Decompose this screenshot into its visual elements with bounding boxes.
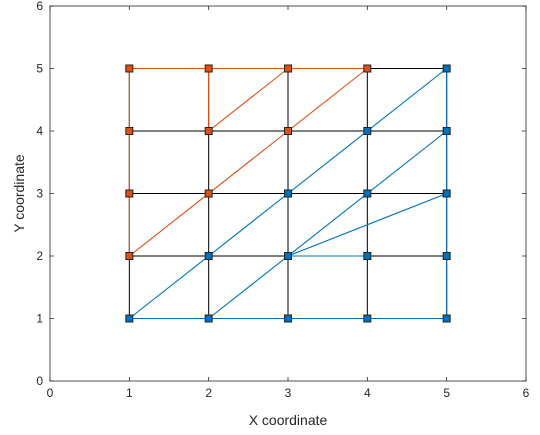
data-point-orange bbox=[125, 252, 134, 260]
x-tick-label: 3 bbox=[285, 386, 292, 400]
y-tick-label: 4 bbox=[36, 124, 43, 138]
data-point-blue bbox=[284, 314, 292, 323]
data-point-blue bbox=[442, 252, 451, 260]
data-point-blue bbox=[284, 189, 292, 198]
y-tick-label: 2 bbox=[36, 249, 43, 263]
axes-layer: 0 1 2 3 4 5 6 0 1 2 3 4 5 6 bbox=[36, 0, 529, 400]
series-segment-orange bbox=[208, 68, 289, 132]
data-point-orange bbox=[284, 127, 292, 135]
x-tick-label: 1 bbox=[126, 386, 133, 400]
series-segment-blue bbox=[208, 130, 448, 319]
y-tick-label: 0 bbox=[36, 374, 43, 388]
data-point-blue bbox=[284, 252, 292, 260]
data-point-blue bbox=[363, 189, 372, 198]
data-point-blue bbox=[442, 314, 451, 323]
data-point-blue bbox=[442, 189, 451, 198]
x-tick-label: 0 bbox=[47, 386, 54, 400]
data-point-orange bbox=[284, 64, 292, 73]
data-point-orange bbox=[204, 127, 213, 135]
data-point-blue bbox=[442, 64, 451, 73]
x-tick-label: 2 bbox=[205, 386, 212, 400]
y-tick-label: 5 bbox=[36, 62, 43, 76]
x-tick-label: 5 bbox=[443, 386, 450, 400]
y-tick-label: 6 bbox=[36, 0, 43, 13]
series-segment-blue bbox=[287, 192, 447, 257]
data-point-orange bbox=[204, 64, 213, 73]
data-point-orange bbox=[204, 189, 213, 198]
y-axis-label: Y coordinate bbox=[11, 154, 27, 233]
series-layer bbox=[125, 64, 451, 323]
series-segment-orange bbox=[287, 68, 368, 132]
x-tick-label: 4 bbox=[364, 386, 371, 400]
data-point-orange bbox=[125, 64, 134, 73]
data-point-orange bbox=[125, 189, 134, 198]
data-point-blue bbox=[125, 314, 134, 323]
data-point-orange bbox=[125, 127, 134, 135]
data-point-blue bbox=[204, 314, 213, 323]
data-point-blue bbox=[363, 252, 372, 260]
x-tick-label: 6 bbox=[523, 386, 530, 400]
data-point-orange bbox=[363, 64, 372, 73]
data-point-blue bbox=[363, 314, 372, 323]
x-axis-label: X coordinate bbox=[249, 412, 328, 428]
data-point-blue bbox=[204, 252, 213, 260]
y-tick-label: 3 bbox=[36, 187, 43, 201]
data-point-blue bbox=[363, 127, 372, 135]
y-tick-label: 1 bbox=[36, 312, 43, 326]
data-point-blue bbox=[442, 127, 451, 135]
